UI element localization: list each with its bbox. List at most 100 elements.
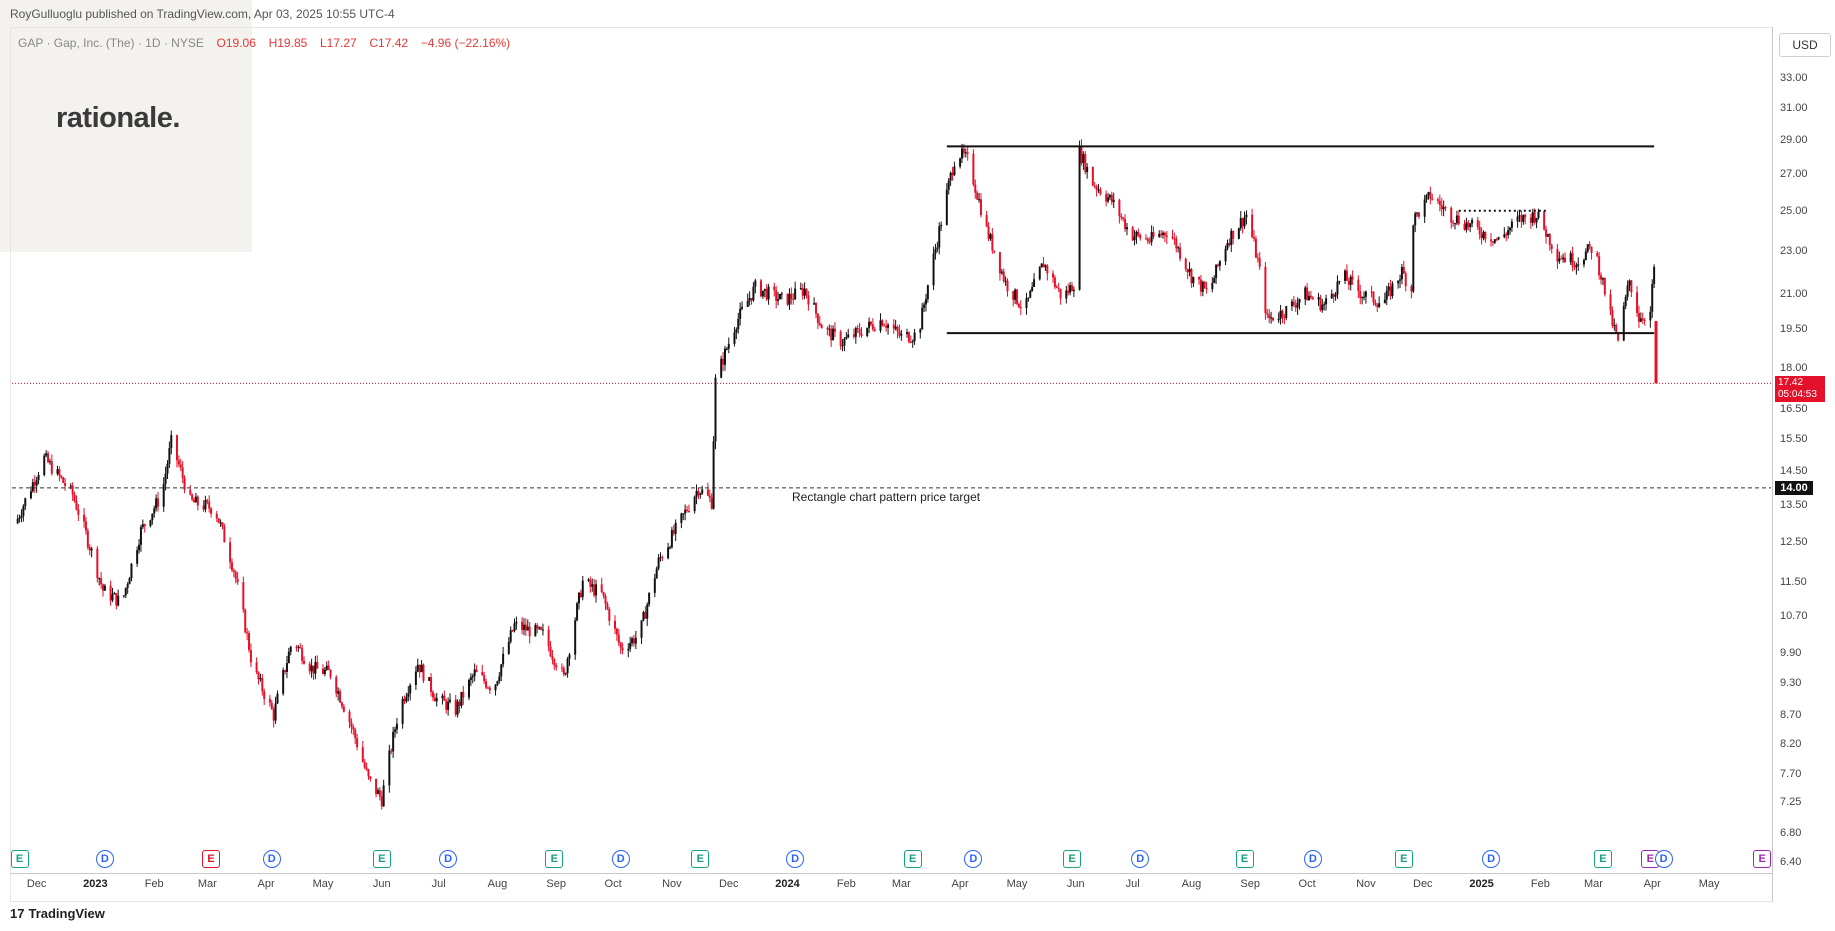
dividend-marker-icon[interactable]: D (964, 850, 983, 868)
candle-body (401, 698, 404, 724)
candle-body (1080, 146, 1083, 164)
candle-body (934, 249, 937, 254)
earnings-marker-icon[interactable]: E (545, 850, 564, 868)
earnings-marker-icon[interactable]: E (202, 850, 221, 868)
price-tick: 16.50 (1780, 403, 1808, 416)
price-tick: 15.50 (1780, 433, 1808, 446)
dividend-marker-icon[interactable]: D (262, 850, 281, 868)
candle-body (913, 332, 916, 342)
dividend-marker-icon[interactable]: D (786, 850, 805, 868)
candle-body (1639, 318, 1642, 322)
tradingview-logo[interactable]: 17 TradingView (10, 906, 105, 921)
earnings-marker-icon[interactable]: E (691, 850, 710, 868)
earnings-marker-icon[interactable]: E (903, 850, 922, 868)
currency-selector[interactable]: USD (1779, 33, 1831, 57)
candle-body (1516, 216, 1519, 222)
candle-body (467, 680, 470, 698)
candle-body (909, 342, 912, 344)
candle-body (102, 584, 105, 591)
candle-body (706, 489, 709, 496)
candle-body (1598, 256, 1601, 276)
candle-body (830, 328, 833, 341)
candle-body (725, 348, 728, 350)
price-tick: 23.00 (1780, 244, 1808, 257)
candle-body (1484, 231, 1487, 240)
candle-body (687, 511, 690, 513)
candle-body (1569, 253, 1572, 263)
candle-body (1414, 213, 1417, 226)
candle-body (513, 623, 516, 632)
candle-body (77, 509, 80, 515)
candle-body (1520, 215, 1523, 222)
symbol-legend[interactable]: GAP · Gap, Inc. (The) · 1D · NYSE O19.06… (18, 36, 510, 50)
earnings-marker-icon[interactable]: E (1753, 850, 1772, 868)
dividend-marker-icon[interactable]: D (1654, 850, 1673, 868)
earnings-marker-icon[interactable]: E (1593, 850, 1612, 868)
candle-body (1107, 197, 1110, 202)
candle-body (644, 612, 647, 619)
candle-body (1084, 154, 1087, 173)
candle-body (528, 626, 531, 637)
candle-body (752, 286, 755, 301)
candle-body (1294, 305, 1297, 308)
candle-body (735, 329, 738, 333)
candle-body (873, 329, 876, 331)
candle-body (1290, 301, 1293, 307)
dividend-marker-icon[interactable]: D (95, 850, 114, 868)
candle-body (1192, 276, 1195, 284)
candle-body (126, 584, 129, 588)
candle-body (113, 593, 116, 595)
candle-body (961, 148, 964, 159)
candle-body (1135, 231, 1138, 237)
candle-body (1636, 292, 1639, 314)
earnings-marker-icon[interactable]: E (10, 850, 29, 868)
candle-body (574, 620, 577, 655)
candle-body (441, 695, 444, 699)
candle-body (337, 691, 340, 694)
candle-body (420, 664, 423, 673)
candle-body (720, 358, 723, 378)
candle-body (422, 664, 425, 681)
candle-body (287, 651, 290, 664)
dividend-marker-icon[interactable]: D (439, 850, 458, 868)
candle-body (1256, 257, 1259, 259)
candle-body (1017, 303, 1020, 308)
candle-body (852, 334, 855, 337)
candle-body (122, 595, 125, 597)
candle-body (534, 625, 537, 637)
candle-body (202, 505, 205, 510)
candle-body (295, 646, 298, 648)
earnings-marker-icon[interactable]: E (372, 850, 391, 868)
candle-body (310, 665, 313, 672)
candle-body (380, 796, 383, 807)
candle-body (727, 343, 730, 349)
dividend-marker-icon[interactable]: D (1131, 850, 1150, 868)
candle-body (746, 300, 749, 307)
candle-body (632, 638, 635, 644)
candle-body (90, 548, 93, 551)
dividend-marker-icon[interactable]: D (1303, 850, 1322, 868)
candle-body (1410, 286, 1413, 292)
price-tick: 7.25 (1780, 796, 1802, 809)
candle-body (1067, 290, 1070, 293)
dividend-marker-icon[interactable]: D (1482, 850, 1501, 868)
candle-body (103, 585, 106, 591)
earnings-marker-icon[interactable]: E (1235, 850, 1254, 868)
candle-body (416, 664, 419, 672)
candle-body (540, 627, 543, 630)
candle-body (1258, 258, 1261, 267)
earnings-marker-icon[interactable]: E (1062, 850, 1081, 868)
candle-body (1467, 222, 1470, 228)
candle-body (786, 293, 789, 305)
time-tick: Apr (257, 878, 275, 890)
earnings-marker-icon[interactable]: E (1394, 850, 1413, 868)
candle-body (936, 247, 939, 250)
candle-body (1175, 238, 1178, 249)
candle-body (741, 306, 744, 309)
candle-body (215, 513, 218, 519)
dividend-marker-icon[interactable]: D (611, 850, 630, 868)
candle-body (73, 494, 76, 501)
candle-body (50, 461, 53, 474)
candle-body (1370, 291, 1373, 293)
